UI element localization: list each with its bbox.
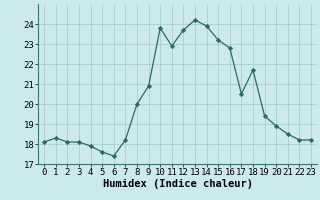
- X-axis label: Humidex (Indice chaleur): Humidex (Indice chaleur): [103, 179, 252, 189]
